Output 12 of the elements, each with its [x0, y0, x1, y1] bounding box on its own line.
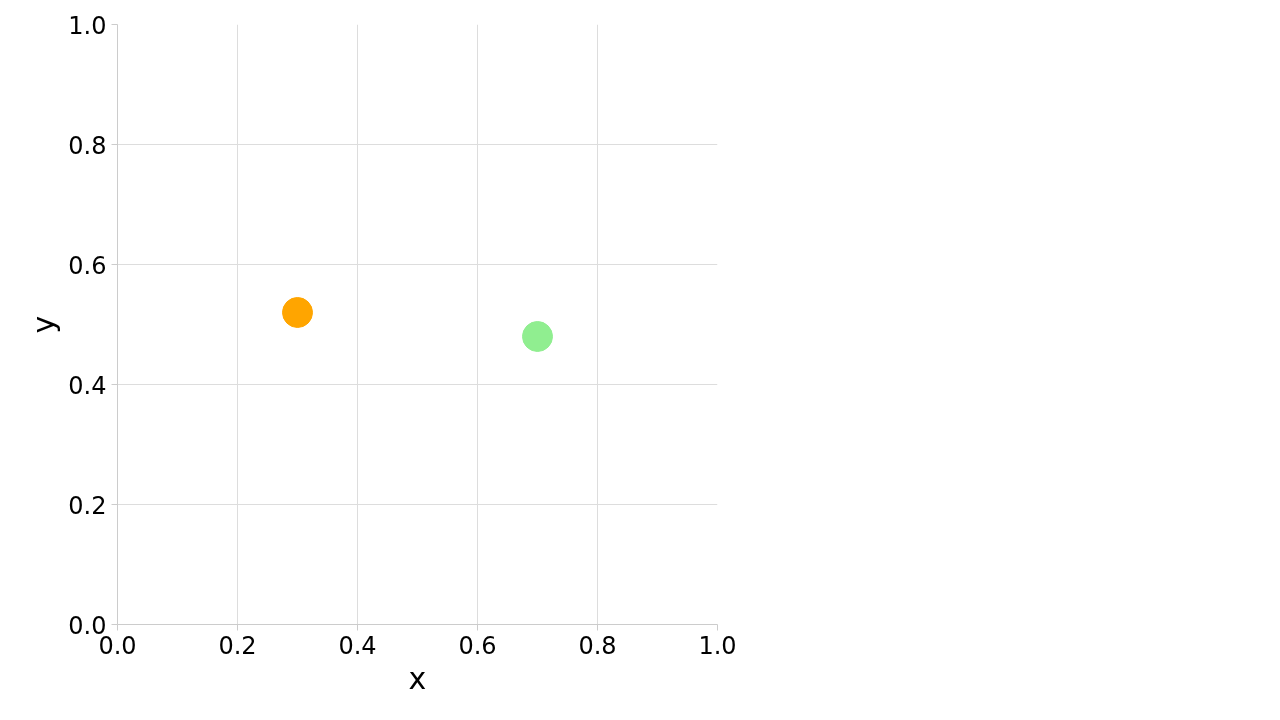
y-tick-label: 0.4: [68, 371, 107, 400]
y-tick-label: 0.6: [68, 251, 107, 280]
x-tick-label: 0.6: [458, 631, 497, 660]
x-axis-title: x: [408, 660, 427, 696]
x-tick-label: 0.4: [338, 631, 377, 660]
y-tick-label: 1.0: [68, 11, 107, 40]
x-tick-label: 1.0: [698, 631, 737, 660]
y-tick-label: 0.2: [68, 491, 107, 520]
y-tick-label: 0.8: [68, 131, 107, 160]
x-tick-label: 0.8: [578, 631, 617, 660]
y-axis-title: y: [26, 315, 62, 334]
x-tick-label: 0.2: [218, 631, 257, 660]
